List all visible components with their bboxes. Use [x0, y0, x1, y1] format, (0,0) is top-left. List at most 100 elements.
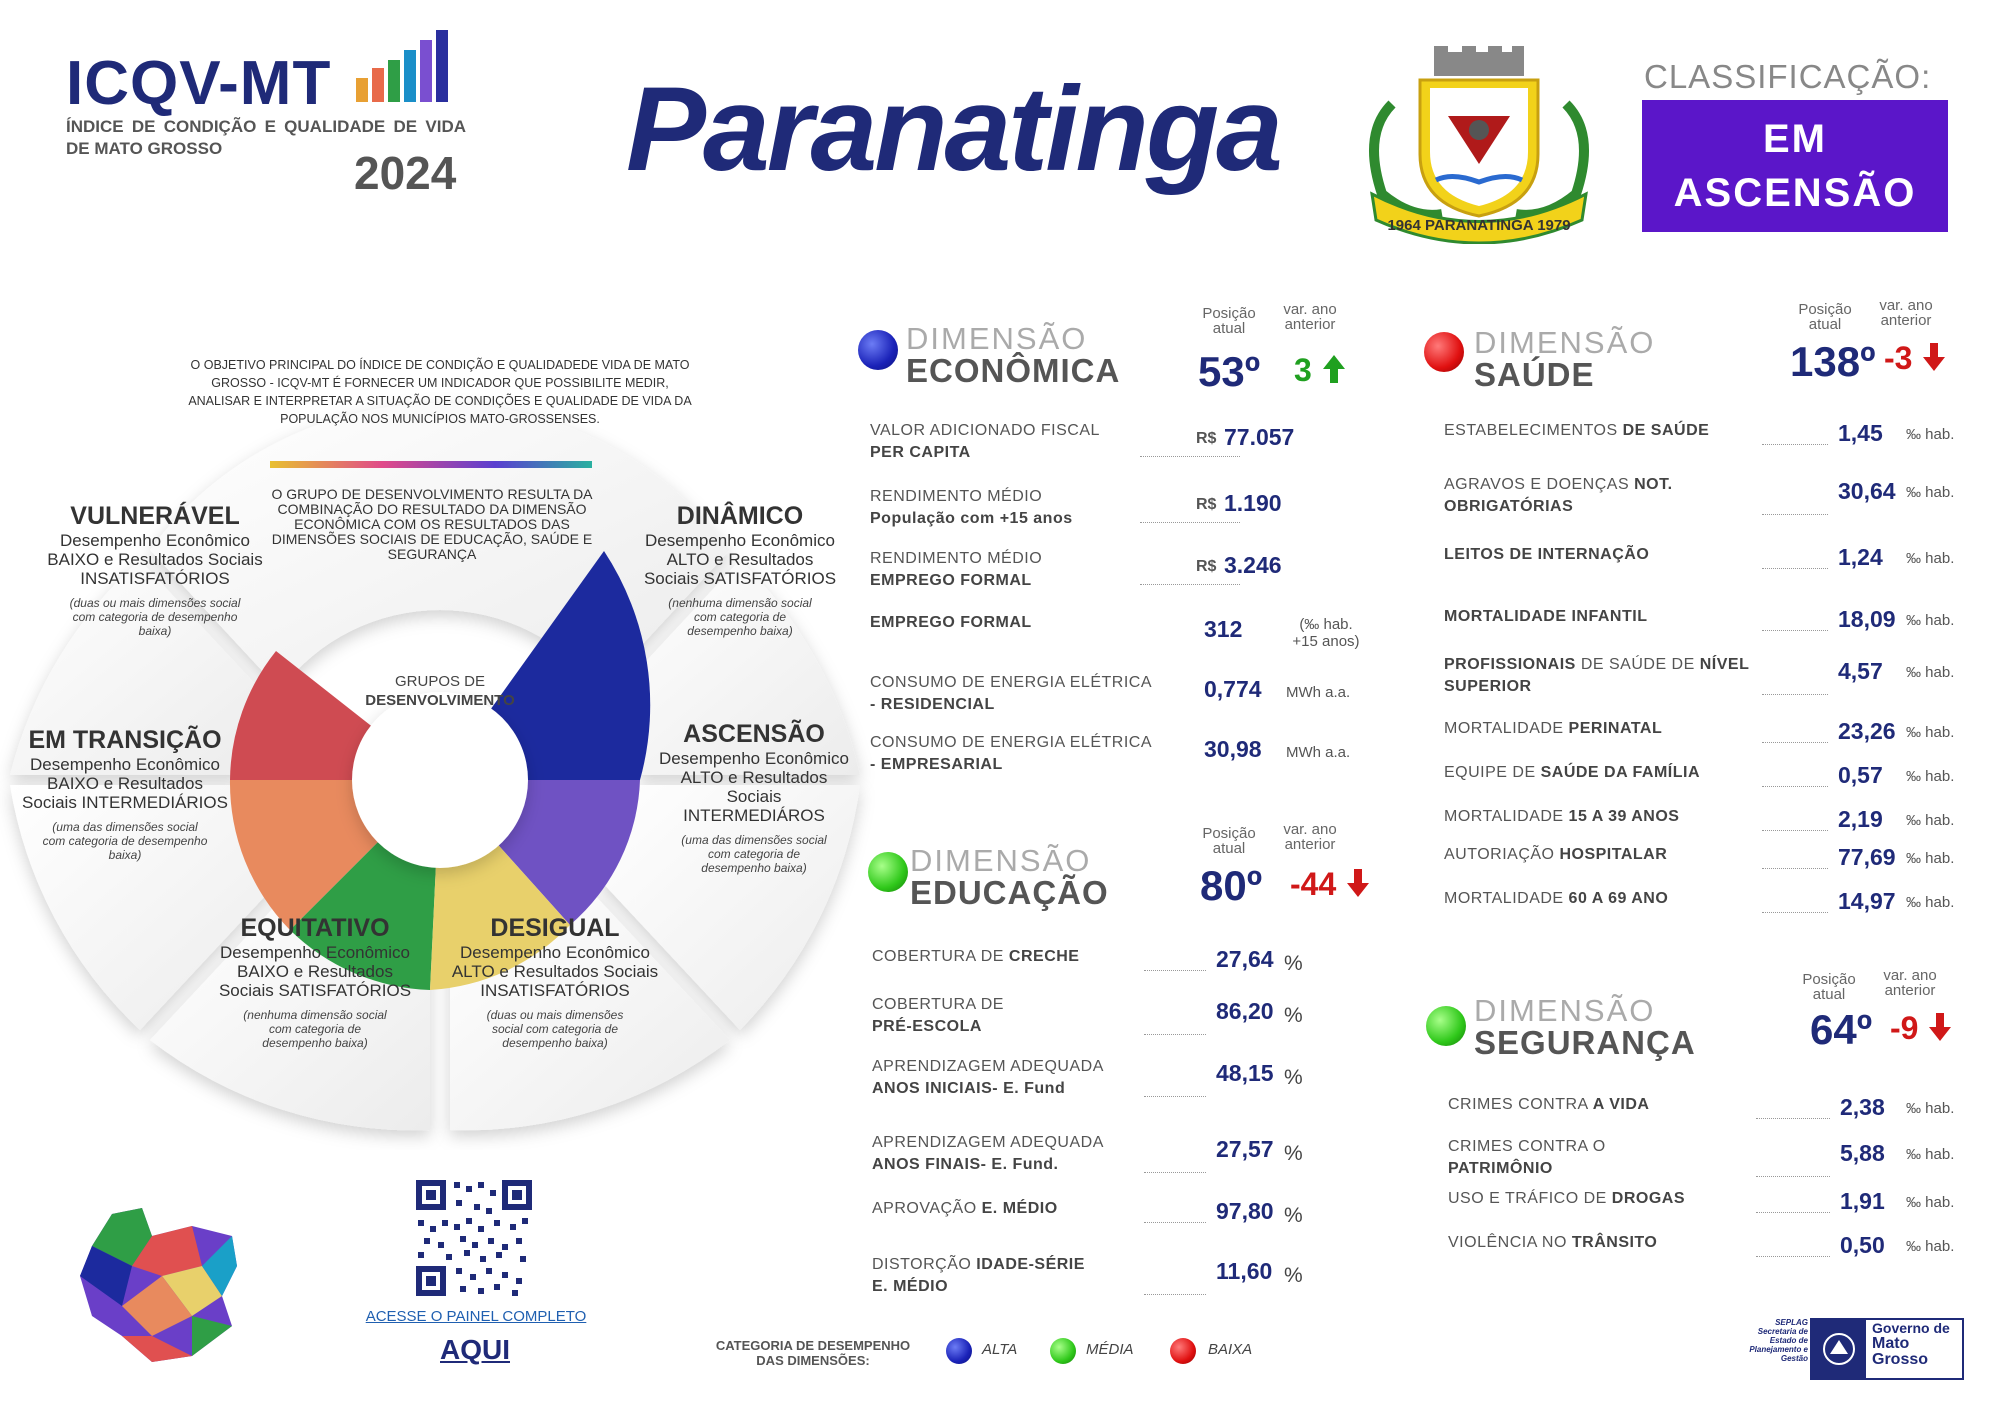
- variation-value: -9: [1890, 1010, 1919, 1046]
- indicator-line1: AUTORIAÇÃO HOSPITALAR: [1444, 844, 1782, 866]
- educacao-variation: -44: [1290, 866, 1371, 903]
- indicator-row: AUTORIAÇÃO HOSPITALAR 77,69 ‰ hab.: [1444, 844, 1964, 894]
- indicator-line1: VIOLÊNCIA NO TRÂNSITO: [1448, 1232, 1776, 1254]
- saude-position: 138º: [1790, 338, 1876, 385]
- dim-label-main: SEGURANÇA: [1474, 1024, 1696, 1061]
- indicator-bold: DROGAS: [1611, 1190, 1686, 1207]
- indicator-value: 0,50: [1840, 1232, 1885, 1258]
- variation-value: -44: [1290, 866, 1337, 902]
- indicator-label: MORTALIDADE PERINATAL: [1444, 718, 1782, 740]
- gov-line1: Governo de: [1872, 1320, 1950, 1336]
- group-note: (nenhuma dimensão social com categoria d…: [243, 1008, 387, 1050]
- indicator-value: 77,69: [1838, 844, 1896, 870]
- classification-line1: EM: [1763, 117, 1827, 161]
- leader-dots: [1762, 514, 1828, 515]
- indicator-value: 86,20: [1216, 998, 1274, 1024]
- access-panel-link[interactable]: ACESSE O PAINEL COMPLETO: [365, 1308, 587, 1325]
- educacao-pos-label: Posição atual: [1202, 825, 1256, 857]
- indicator-label: ESTABELECIMENTOS DE SAÚDE: [1444, 420, 1782, 442]
- indicator-value: 1,91: [1840, 1188, 1885, 1214]
- bar-chart-logo-icon: [356, 30, 448, 102]
- indicator-value: 30,64: [1838, 478, 1896, 504]
- leader-dots: [1762, 694, 1828, 695]
- gov-line2: Mato: [1872, 1335, 1910, 1352]
- leader-dots: [1144, 1294, 1206, 1295]
- center-line2: DESENVOLVIMENTO: [365, 692, 515, 709]
- indicator-line1: MORTALIDADE PERINATAL: [1444, 718, 1782, 740]
- indicator-line1: RENDIMENTO MÉDIO: [870, 488, 1043, 505]
- indicator-value: 1,24: [1838, 544, 1883, 570]
- classification-label: CLASSIFICAÇÃO:: [1644, 58, 1932, 95]
- indicator-line2: - RESIDENCIAL: [870, 696, 995, 713]
- legend-media-label: MÉDIA: [1086, 1341, 1134, 1358]
- gov-mt-emblem: [1812, 1320, 1866, 1378]
- group-title: ASCENSÃO: [683, 720, 825, 748]
- indicator-row: USO E TRÁFICO DE DROGAS 1,91 ‰ hab.: [1448, 1188, 1968, 1238]
- group-vulneravel: VULNERÁVEL Desempenho Econômico BAIXO e …: [40, 502, 270, 638]
- group-title: DINÂMICO: [676, 502, 804, 530]
- indicator-line1: CONSUMO DE ENERGIA ELÉTRICA: [870, 734, 1152, 751]
- economica-var-label: var. ano anterior: [1283, 301, 1337, 333]
- indicator-line2: PRÉ-ESCOLA: [872, 1018, 982, 1035]
- economica-category-icon: [858, 330, 898, 370]
- indicator-line2: OBRIGATÓRIAS: [1444, 498, 1574, 515]
- indicator-value: 14,97: [1838, 888, 1896, 914]
- indicator-unit: %: [1284, 1066, 1303, 1089]
- indicator-bold: TRÂNSITO: [1571, 1234, 1658, 1251]
- indicator-value: 27,64: [1216, 946, 1274, 972]
- indicator-line1: PROFISSIONAIS DE SAÚDE DE NÍVEL: [1444, 654, 1782, 676]
- indicator-value: 27,57: [1216, 1136, 1274, 1162]
- indicator-row: MORTALIDADE INFANTIL 18,09 ‰ hab.: [1444, 606, 1964, 656]
- indicator-text: COBERTURA DE: [872, 948, 1004, 965]
- indicator-row: CRIMES CONTRA A VIDA 2,38 ‰ hab.: [1448, 1094, 1968, 1144]
- saude-variation: -3: [1884, 340, 1947, 377]
- indicator-row: APROVAÇÃO E. MÉDIO 97,80%: [872, 1198, 1332, 1248]
- group-title: DESIGUAL: [490, 914, 620, 942]
- educacao-category-icon: [868, 852, 908, 892]
- indicator-line2: PATRIMÔNIO: [1448, 1160, 1553, 1177]
- indicator-label: APRENDIZAGEM ADEQUADA ANOS INICIAIS- E. …: [872, 1056, 1164, 1100]
- indicator-value: 2,38: [1840, 1094, 1885, 1120]
- indicator-line1: DISTORÇÃO IDADE-SÉRIE: [872, 1254, 1164, 1276]
- indicator-line2: E. MÉDIO: [872, 1278, 949, 1295]
- leader-dots: [1762, 786, 1828, 787]
- indicator-text: APRENDIZAGEM ADEQUADA: [872, 1058, 1104, 1075]
- logo-title: ICQV-MT: [66, 49, 332, 118]
- coat-of-arms-icon: 1964 PARANATINGA 1979: [1369, 46, 1589, 244]
- leader-dots: [1144, 1222, 1206, 1223]
- indicator-mid: DE SAÚDE DE: [1580, 656, 1695, 673]
- indicator-row: VALOR ADICIONADO FISCAL PER CAPITA R$ 77.05…: [870, 420, 1380, 470]
- indicator-bold: PERINATAL: [1568, 720, 1663, 737]
- indicator-label: CONSUMO DE ENERGIA ELÉTRICA - EMPRESARIAL: [870, 732, 1170, 776]
- indicator-row: CONSUMO DE ENERGIA ELÉTRICA - EMPRESARIAL…: [870, 732, 1380, 782]
- legend-baixa-icon: [1170, 1338, 1196, 1364]
- legend-alta-icon: [946, 1338, 972, 1364]
- seplag-logo: SEPLAG Secretaria de Estado de Planejame…: [1749, 1318, 1808, 1363]
- saude-header: DIMENSÃO SAÚDE: [1474, 327, 1655, 392]
- indicator-text: CRIMES CONTRA O: [1448, 1138, 1606, 1155]
- indicator-unit: ‰ hab.: [1906, 1194, 1955, 1211]
- aqui-link[interactable]: AQUI: [440, 1334, 510, 1365]
- indicator-unit: ‰ hab.: [1906, 1238, 1955, 1255]
- indicator-row: MORTALIDADE PERINATAL 23,26 ‰ hab.: [1444, 718, 1964, 768]
- group-note: (uma das dimensões social com categoria …: [42, 820, 208, 862]
- dim-label-top: DIMENSÃO: [910, 843, 1092, 878]
- logo-subtitle: ÍNDICE DE CONDIÇÃO E QUALIDADE DE VIDA D…: [66, 117, 466, 158]
- arrow-down-icon: [1923, 343, 1946, 371]
- indicator-bold: 60 A 69 ANO: [1568, 890, 1669, 907]
- indicator-text: EQUIPE DE: [1444, 764, 1536, 781]
- qr-code-icon[interactable]: [416, 1180, 532, 1296]
- indicator-unit: ‰ hab.: [1906, 426, 1955, 443]
- indicator-line1: EQUIPE DE SAÚDE DA FAMÍLIA: [1444, 762, 1782, 784]
- group-description-text: O GRUPO DE DESENVOLVIMENTO RESULTA DA CO…: [271, 486, 593, 562]
- city-name: Paranatinga: [626, 62, 1283, 196]
- leader-dots: [1140, 584, 1240, 585]
- indicator-label: APROVAÇÃO E. MÉDIO: [872, 1198, 1164, 1220]
- indicator-unit: ‰ hab.: [1906, 550, 1955, 567]
- indicator-bold: DE SAÚDE: [1622, 422, 1710, 439]
- indicator-bold: NOT.: [1634, 476, 1673, 493]
- indicator-row: RENDIMENTO MÉDIO EMPREGO FORMAL R$ 3.246: [870, 548, 1380, 598]
- indicator-line2: - EMPRESARIAL: [870, 756, 1003, 773]
- indicator-value: 30,98: [1204, 736, 1262, 762]
- saude-pos-label: Posição atual: [1798, 301, 1852, 333]
